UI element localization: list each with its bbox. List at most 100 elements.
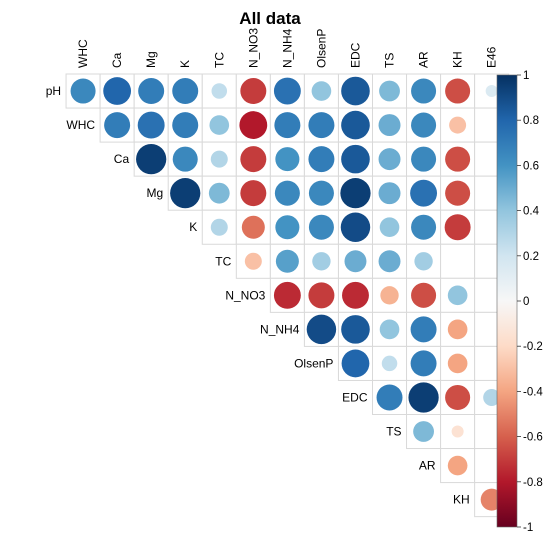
matrix-cell <box>406 414 442 450</box>
row-label: OlsenP <box>294 356 333 370</box>
column-label: N_NH4 <box>280 28 294 68</box>
correlation-circle-TC-N_NH4 <box>275 249 299 273</box>
row-label: N_NH4 <box>260 322 300 336</box>
correlation-circle-N_NH4-AR <box>410 316 437 343</box>
correlation-circle-WHC-N_NO3 <box>239 111 268 139</box>
correlation-circle-WHC-OlsenP <box>308 112 335 139</box>
row-label: KH <box>453 493 470 507</box>
column-label: TC <box>212 52 226 68</box>
correlation-circle-EDC-TS <box>376 384 403 411</box>
correlation-circle-TS-KH <box>451 425 464 438</box>
correlation-circle-K-AR <box>411 214 437 240</box>
correlation-circle-N_NH4-OlsenP <box>306 314 337 345</box>
colorbar-tick-label: 1 <box>523 70 529 82</box>
matrix-cell <box>440 243 476 279</box>
colorbar-tick-label: -0.6 <box>523 432 543 444</box>
colorbar-tick-label: -0.8 <box>523 477 543 489</box>
row-label: WHC <box>66 118 95 132</box>
correlation-circle-Ca-TC <box>210 150 228 168</box>
colorbar <box>496 74 518 528</box>
correlation-circle-K-TS <box>379 217 400 238</box>
correlation-circle-N_NO3-AR <box>411 282 437 308</box>
correlation-circle-WHC-TC <box>209 115 230 135</box>
row-label: TC <box>215 254 231 268</box>
correlation-circle-K-TC <box>210 218 228 236</box>
correlation-circle-pH-TS <box>379 80 400 102</box>
correlation-circle-Mg-EDC <box>340 178 371 209</box>
correlation-circle-N_NH4-EDC <box>341 315 370 344</box>
correlation-circle-K-N_NH4 <box>275 215 300 240</box>
correlation-circle-EDC-AR <box>408 382 439 413</box>
colorbar-tick-label: 0.4 <box>523 206 540 218</box>
correlation-circle-pH-N_NH4 <box>273 77 301 105</box>
correlation-circle-Ca-OlsenP <box>308 146 335 173</box>
correlation-circle-Ca-AR <box>411 146 437 172</box>
matrix-cell <box>372 345 408 381</box>
correlation-circle-pH-WHC <box>70 78 96 104</box>
row-label: Ca <box>114 152 130 166</box>
correlation-circle-Ca-N_NH4 <box>275 147 300 172</box>
correlation-circle-N_NO3-KH <box>447 285 468 306</box>
correlation-circle-K-OlsenP <box>308 214 334 240</box>
correlation-circle-K-KH <box>444 214 471 241</box>
row-label: EDC <box>342 390 368 404</box>
column-label: K <box>178 60 192 68</box>
correlation-circle-Mg-OlsenP <box>308 180 334 206</box>
correlation-circle-WHC-K <box>172 112 199 139</box>
correlation-circle-N_NH4-TS <box>379 319 400 340</box>
colorbar-tick-label: 0.8 <box>523 115 539 127</box>
correlation-circle-TC-N_NO3 <box>244 252 262 270</box>
correlation-circle-Mg-N_NO3 <box>240 180 267 207</box>
correlation-circle-pH-KH <box>445 78 471 104</box>
correlation-circle-Mg-KH <box>445 180 471 206</box>
row-label: Mg <box>147 186 164 200</box>
column-label: Ca <box>110 52 124 68</box>
correlation-circle-Ca-TS <box>378 148 401 171</box>
correlation-circle-EDC-KH <box>445 384 471 410</box>
correlation-circle-N_NO3-OlsenP <box>308 282 335 309</box>
correlation-circle-Mg-TS <box>378 182 401 205</box>
row-label: TS <box>386 425 401 439</box>
row-label: N_NO3 <box>225 288 265 302</box>
row-label: pH <box>46 84 61 98</box>
correlation-circle-OlsenP-TS <box>381 355 398 372</box>
chart-title: All data <box>239 9 301 28</box>
column-label: N_NO3 <box>246 28 260 68</box>
correlation-circle-WHC-Ca <box>104 112 131 139</box>
correlation-circle-TC-OlsenP <box>312 252 331 271</box>
row-label: K <box>189 220 197 234</box>
correlation-circle-AR-KH <box>447 455 468 476</box>
row-label: AR <box>419 459 436 473</box>
correlation-circle-Ca-EDC <box>341 144 370 174</box>
matrix-cell <box>372 107 408 143</box>
colorbar-tick-label: -0.2 <box>523 341 543 353</box>
correlation-circle-Ca-K <box>172 146 198 172</box>
correlation-circle-WHC-Mg <box>137 111 165 139</box>
correlation-circle-Mg-K <box>170 178 201 209</box>
correlation-circle-N_NH4-KH <box>447 319 468 340</box>
correlation-circle-pH-K <box>172 78 199 105</box>
correlation-circle-WHC-EDC <box>341 110 370 140</box>
column-label: OlsenP <box>314 29 328 68</box>
column-label: Mg <box>144 51 158 68</box>
correlation-circle-pH-Mg <box>138 78 165 105</box>
correlation-circle-Ca-KH <box>445 146 471 172</box>
matrix-cell <box>303 73 339 109</box>
correlation-circle-Ca-N_NO3 <box>240 146 267 173</box>
correlation-circle-OlsenP-EDC <box>341 349 370 378</box>
correlation-circle-WHC-N_NH4 <box>274 112 301 139</box>
correlation-circle-K-EDC <box>340 212 371 242</box>
correlation-circle-pH-EDC <box>341 76 370 106</box>
correlation-circle-Ca-Mg <box>136 143 167 175</box>
colorbar-tick-label: 0.2 <box>523 251 539 263</box>
colorbar-tick-label: -1 <box>523 522 533 534</box>
column-label: WHC <box>76 39 90 68</box>
correlation-circle-TC-TS <box>378 250 401 273</box>
correlation-circle-pH-Ca <box>103 77 132 105</box>
correlation-circle-pH-AR <box>411 78 437 104</box>
column-label: E46 <box>485 46 499 68</box>
correlation-circle-pH-TC <box>211 83 228 99</box>
correlation-circle-N_NO3-TS <box>380 286 399 305</box>
colorbar-tick-label: -0.4 <box>523 386 543 398</box>
